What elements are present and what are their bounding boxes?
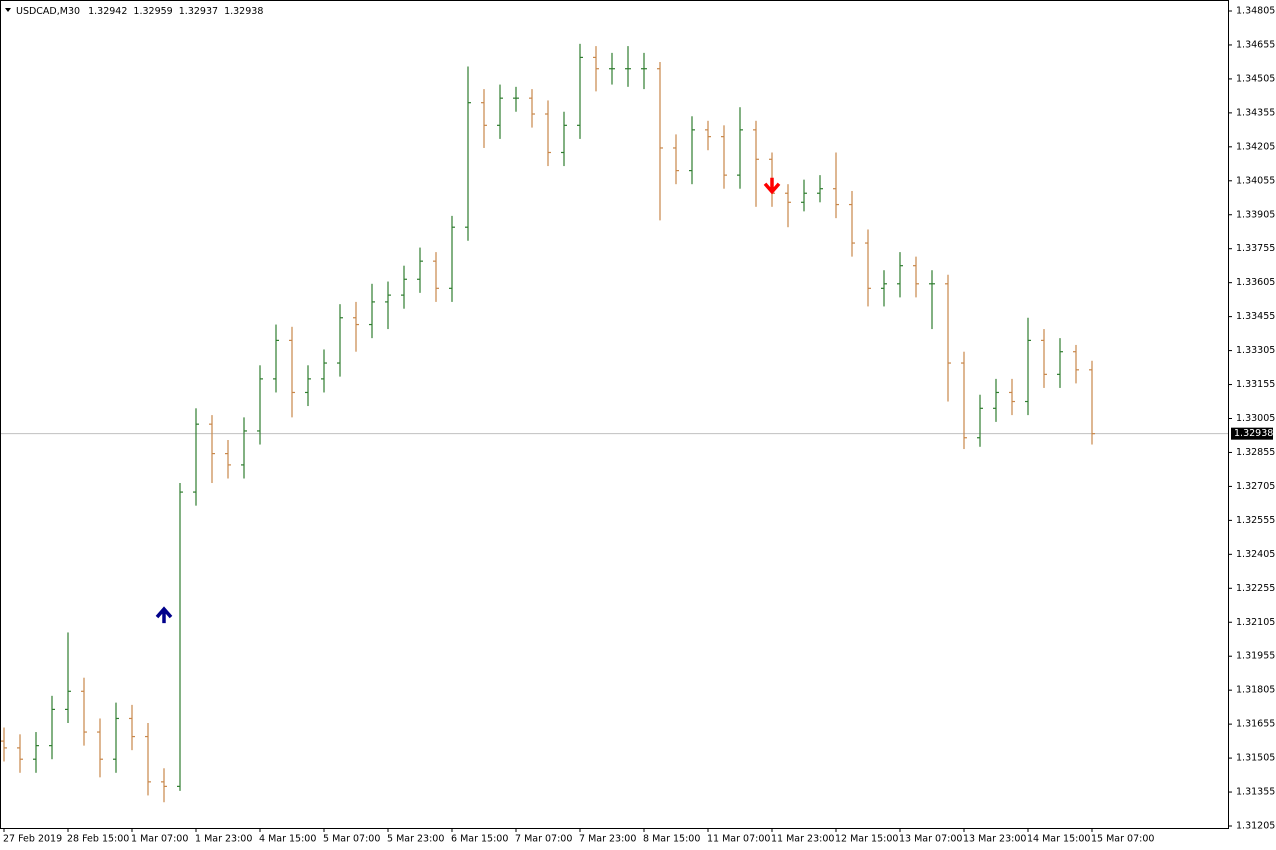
y-tick-label: 1.31805 (1236, 685, 1275, 696)
x-tick-label: 27 Feb 2019 (3, 834, 62, 845)
header-close: 1.32938 (224, 6, 263, 17)
x-tick-label: 4 Mar 15:00 (259, 834, 316, 845)
header: USDCAD,M30 1.32942 1.32959 1.32937 1.329… (16, 6, 263, 17)
y-tick-label: 1.32405 (1236, 549, 1275, 560)
y-tick-label: 1.31655 (1236, 719, 1275, 730)
symbol: USDCAD,M30 (16, 6, 80, 17)
header-high: 1.32959 (133, 6, 172, 17)
x-tick-label: 5 Mar 07:00 (323, 834, 380, 845)
x-tick-label: 6 Mar 15:00 (451, 834, 508, 845)
y-tick-label: 1.31505 (1236, 753, 1275, 764)
y-tick-label: 1.33905 (1236, 209, 1275, 220)
x-tick-label: 8 Mar 15:00 (643, 834, 700, 845)
y-tick-label: 1.32105 (1236, 617, 1275, 628)
x-tick-label: 1 Mar 23:00 (195, 834, 252, 845)
x-tick-label: 11 Mar 07:00 (707, 834, 770, 845)
y-tick-label: 1.32855 (1236, 447, 1275, 458)
x-tick-label: 13 Mar 07:00 (899, 834, 962, 845)
x-tick-label: 14 Mar 15:00 (1027, 834, 1090, 845)
x-tick-label: 15 Mar 07:00 (1091, 834, 1154, 845)
x-tick-label: 1 Mar 07:00 (131, 834, 188, 845)
y-tick-label: 1.33605 (1236, 277, 1275, 288)
y-tick-label: 1.33155 (1236, 379, 1275, 390)
x-tick-label: 7 Mar 23:00 (579, 834, 636, 845)
y-tick-label: 1.33005 (1236, 413, 1275, 424)
y-tick-label: 1.34205 (1236, 141, 1275, 152)
y-tick-label: 1.33755 (1236, 243, 1275, 254)
y-tick-label: 1.34505 (1236, 73, 1275, 84)
y-tick-label: 1.33455 (1236, 311, 1275, 322)
y-tick-label: 1.32255 (1236, 583, 1275, 594)
y-tick-label: 1.34055 (1236, 175, 1275, 186)
menu-triangle (5, 8, 11, 12)
signal-arrow (155, 606, 173, 624)
plot-frame (0, 0, 1229, 829)
y-tick-label: 1.32705 (1236, 481, 1275, 492)
signal-arrow (763, 177, 781, 195)
x-tick-label: 11 Mar 23:00 (771, 834, 834, 845)
y-tick-label: 1.34805 (1236, 6, 1275, 17)
price-label: 1.32938 (1234, 428, 1273, 439)
y-tick-label: 1.34655 (1236, 39, 1275, 50)
x-tick-label: 5 Mar 23:00 (387, 834, 444, 845)
x-tick-label: 28 Feb 15:00 (67, 834, 129, 845)
y-tick-label: 1.32555 (1236, 515, 1275, 526)
y-tick-label: 1.31205 (1236, 821, 1275, 832)
y-tick-label: 1.34355 (1236, 107, 1275, 118)
price-label-box (1231, 427, 1273, 440)
x-tick-label: 13 Mar 23:00 (963, 834, 1026, 845)
y-tick-label: 1.31355 (1236, 787, 1275, 798)
x-tick-label: 12 Mar 15:00 (835, 834, 898, 845)
header-low: 1.32937 (179, 6, 218, 17)
x-tick-label: 7 Mar 07:00 (515, 834, 572, 845)
y-tick-label: 1.33305 (1236, 345, 1275, 356)
y-tick-label: 1.31955 (1236, 651, 1275, 662)
header-open: 1.32942 (88, 6, 127, 17)
